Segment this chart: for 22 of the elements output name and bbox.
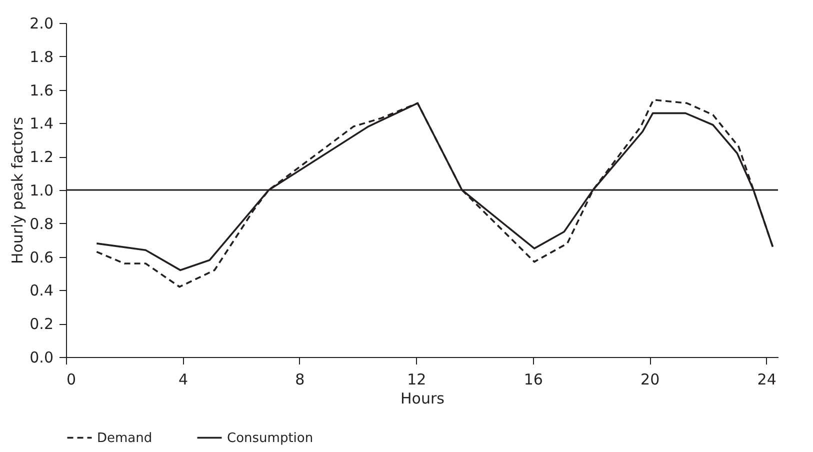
y-tick-label: 0.8 xyxy=(30,214,54,233)
y-tick-label: 1.6 xyxy=(30,81,54,100)
legend-label: Demand xyxy=(97,430,152,446)
x-tick-label: 16 xyxy=(524,370,543,388)
y-axis-title: Hourly peak factors xyxy=(8,116,27,264)
y-tick-label: 1.8 xyxy=(30,48,54,66)
x-tick-label: 12 xyxy=(407,370,426,388)
y-tick-label: 0.2 xyxy=(30,315,54,334)
x-axis-title: Hours xyxy=(400,390,445,408)
x-tick-label: 8 xyxy=(295,370,305,388)
y-tick-label: 0.6 xyxy=(30,248,54,266)
legend-label: Consumption xyxy=(227,430,314,446)
y-tick-label: 0.0 xyxy=(30,348,54,366)
y-tick-label: 2.0 xyxy=(30,14,54,32)
x-tick-label: 20 xyxy=(640,370,660,388)
y-tick-label: 1.0 xyxy=(30,182,54,200)
x-tick-label: 4 xyxy=(178,370,188,388)
y-tick-label: 0.4 xyxy=(30,282,54,300)
x-tick-label: 24 xyxy=(757,370,776,388)
x-tick-label: 0 xyxy=(66,370,76,388)
y-tick-label: 1.2 xyxy=(30,148,54,166)
y-tick-label: 1.4 xyxy=(30,114,54,133)
